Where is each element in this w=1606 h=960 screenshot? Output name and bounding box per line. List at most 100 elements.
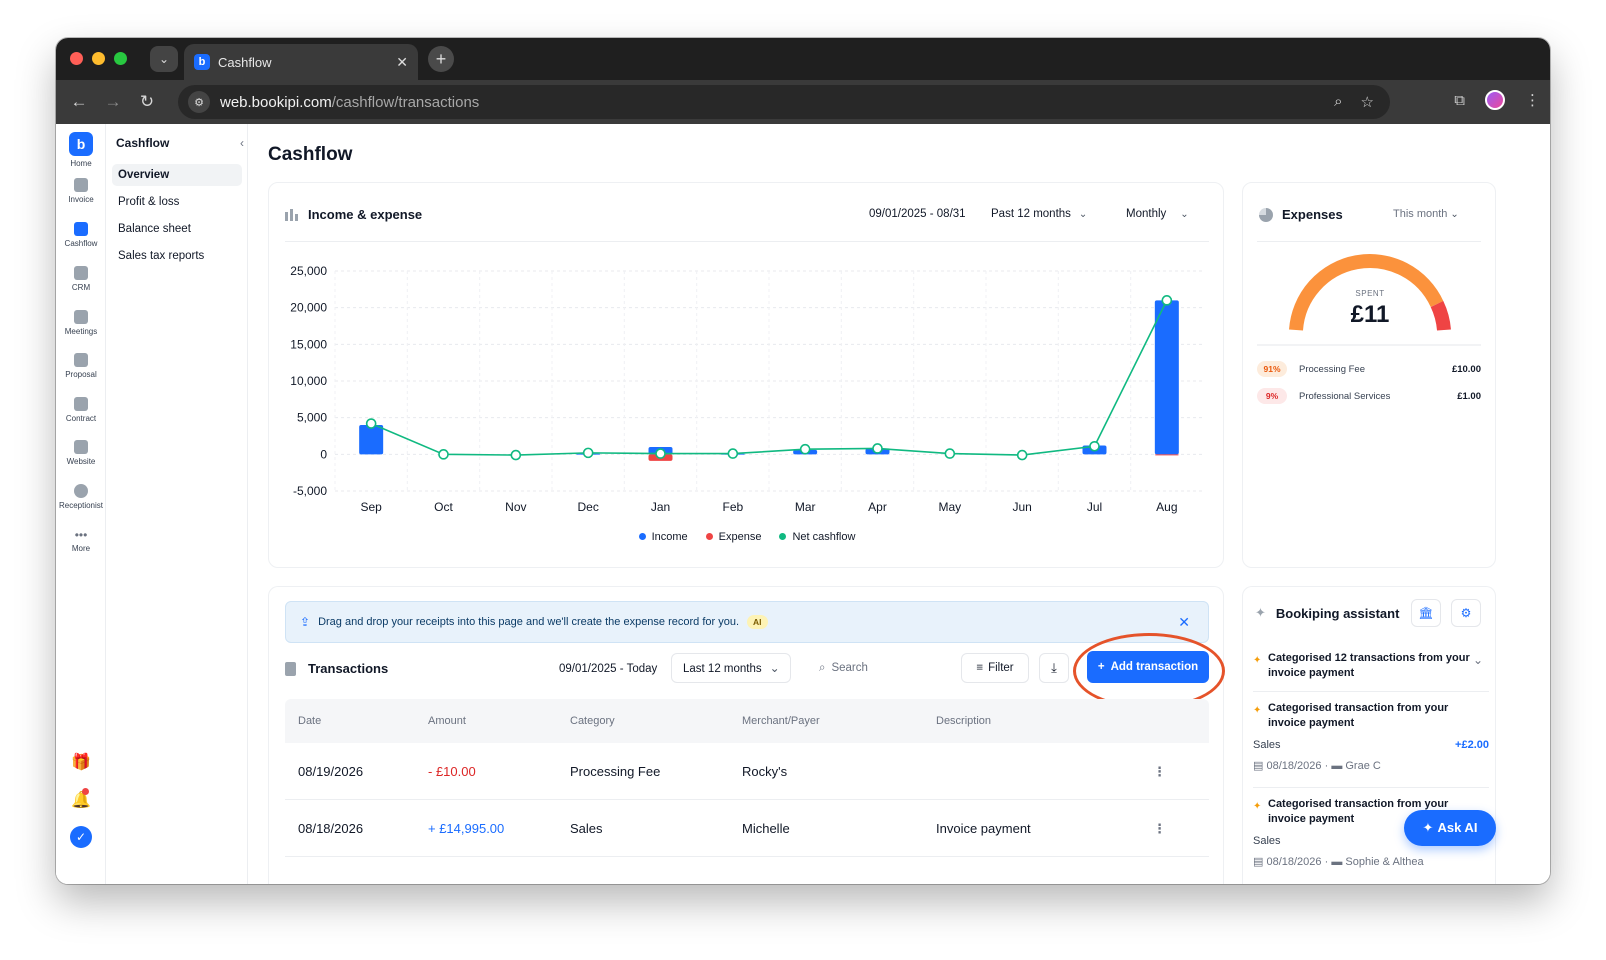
row-menu-icon[interactable]: ⋮ <box>1153 821 1166 836</box>
income-dot-icon <box>638 533 646 540</box>
subnav-item-sales-tax-reports[interactable]: Sales tax reports <box>118 250 205 262</box>
assistant-amount: +£2.00 <box>1455 739 1489 751</box>
bank-button[interactable]: 🏛 <box>1411 599 1441 627</box>
settings-button[interactable]: ⚙ <box>1451 599 1481 627</box>
rail-item-cashflow[interactable]: Cashflow <box>56 222 106 248</box>
forward-icon[interactable]: → <box>104 92 122 111</box>
gear-icon: ⚙ <box>1460 606 1472 620</box>
spent-label: SPENT <box>1355 289 1385 298</box>
gift-icon[interactable]: 🎁 <box>71 754 91 771</box>
expense-percent-badge: 91% <box>1257 361 1287 377</box>
download-button[interactable]: ⤓ <box>1039 653 1069 683</box>
subnav-item-balance-sheet[interactable]: Balance sheet <box>118 223 191 235</box>
income-expense-chart: 25,000 20,000 15,000 10,000 5,000 0 -5,000 Sep… <box>290 264 1203 514</box>
legend-income[interactable]: Income <box>638 531 688 543</box>
assistant-item[interactable]: ✦ Categorised 12 transactions from your i… <box>1253 652 1483 679</box>
notifications-bell[interactable]: 🔔 <box>56 788 106 810</box>
table-row[interactable]: 08/18/2026 + £14,995.00 Sales Michelle I… <box>285 800 1209 857</box>
expense-row[interactable]: 91% Processing Fee £10.00 <box>1257 361 1481 377</box>
transactions-period-dropdown[interactable]: Last 12 months ⌄ <box>671 653 791 683</box>
zoom-icon[interactable]: ⌕ <box>1334 93 1343 110</box>
row-amount: + £14,995.00 <box>428 821 505 836</box>
calendar-icon: ▤ <box>1253 856 1264 868</box>
expenses-period-dropdown[interactable]: This month ⌄ <box>1393 208 1459 220</box>
column-date[interactable]: Date <box>298 715 322 727</box>
browser-tab[interactable]: b Cashflow ✕ <box>184 44 418 80</box>
assistant-client: Grae C <box>1345 760 1381 772</box>
close-icon[interactable]: ✕ <box>1178 614 1190 630</box>
rail-item-meetings[interactable]: Meetings <box>56 310 106 336</box>
sparkle-icon: ✦ <box>1253 655 1262 666</box>
net-cashflow-point <box>582 447 594 459</box>
extensions-icon[interactable]: ⧉ <box>1454 91 1465 109</box>
close-window-button[interactable] <box>70 52 83 65</box>
x-tick-label: Jul <box>1087 500 1102 514</box>
site-settings-icon[interactable]: ⚙ <box>188 91 210 113</box>
headset-icon <box>74 484 88 498</box>
row-menu-icon[interactable]: ⋮ <box>1153 764 1166 779</box>
filter-button[interactable]: ≡ Filter <box>961 653 1029 683</box>
address-bar[interactable]: ⚙ web.bookipi.com/cashflow/transactions … <box>178 85 1390 119</box>
search-input[interactable]: ⌕ Search <box>805 653 945 683</box>
collapse-chevron-icon[interactable]: ‹ <box>240 136 244 150</box>
proposal-icon <box>74 353 88 367</box>
assistant-item[interactable]: ✦ Categorised transaction from your invoi… <box>1253 798 1449 868</box>
x-tick-label: Aug <box>1156 500 1177 514</box>
sparkle-icon: ✦ <box>1422 820 1434 835</box>
rail-item-more[interactable]: ••• More <box>56 528 106 553</box>
crm-icon <box>74 266 88 280</box>
client-icon: ▬ <box>1331 856 1343 868</box>
tab-search-button[interactable]: ⌄ <box>150 46 178 72</box>
x-tick-label: Oct <box>434 500 453 514</box>
check-account-icon: ✓ <box>70 826 92 848</box>
table-row[interactable]: 08/19/2026 - £10.00 Processing Fee Rocky… <box>285 743 1209 800</box>
subnav-item-overview[interactable]: Overview <box>112 164 242 186</box>
ask-ai-button[interactable]: ✦ Ask AI <box>1404 810 1496 846</box>
rail-item-receptionist[interactable]: Receptionist <box>56 484 106 510</box>
bookmark-star-icon[interactable]: ☆ <box>1360 94 1374 111</box>
column-description[interactable]: Description <box>936 715 992 727</box>
subnav-item-profit-loss[interactable]: Profit & loss <box>118 196 180 208</box>
net-cashflow-point <box>727 448 739 459</box>
rail-item-invoice[interactable]: Invoice <box>56 178 106 204</box>
chevron-down-icon: ⌄ <box>1450 209 1459 220</box>
sparkle-icon: ✦ <box>1253 705 1262 716</box>
close-tab-icon[interactable]: ✕ <box>396 53 408 70</box>
expense-row[interactable]: 9% Professional Services £1.00 <box>1257 388 1481 404</box>
account-menu[interactable]: ✓ <box>56 826 106 848</box>
website-icon <box>74 440 88 454</box>
chevron-down-icon[interactable]: ⌄ <box>1472 653 1483 667</box>
frequency-dropdown[interactable]: Monthly ⌄ <box>1126 208 1189 220</box>
bank-icon: 🏛 <box>1418 606 1434 620</box>
row-date: 08/19/2026 <box>298 764 364 779</box>
new-tab-button[interactable]: + <box>428 46 454 72</box>
rail-item-crm[interactable]: CRM <box>56 266 106 292</box>
row-description: Invoice payment <box>936 821 1031 836</box>
assistant-item[interactable]: ✦ Categorised transaction from your invoi… <box>1253 702 1489 772</box>
period-dropdown[interactable]: Past 12 months ⌄ <box>991 208 1088 220</box>
assistant-client: Sophie & Althea <box>1345 856 1424 868</box>
back-icon[interactable]: ← <box>70 92 88 111</box>
column-category[interactable]: Category <box>570 715 615 727</box>
bookipi-logo-icon: b <box>69 132 93 156</box>
rail-item-home[interactable]: b Home <box>56 132 106 168</box>
maximize-window-button[interactable] <box>114 52 127 65</box>
legend-expense[interactable]: Expense <box>705 531 761 543</box>
expense-amount: £10.00 <box>1451 363 1481 375</box>
assistant-category: Sales <box>1253 739 1281 751</box>
banner-text: Drag and drop your receipts into this pa… <box>318 616 740 628</box>
legend-net-cashflow[interactable]: Net cashflow <box>779 531 855 543</box>
profile-avatar[interactable] <box>1485 90 1505 110</box>
column-merchant[interactable]: Merchant/Payer <box>742 715 820 727</box>
net-cashflow-point <box>799 443 811 455</box>
minimize-window-button[interactable] <box>92 52 105 65</box>
rail-item-contract[interactable]: Contract <box>56 397 106 423</box>
rail-item-website[interactable]: Website <box>56 440 106 466</box>
bell-icon: 🔔 <box>71 792 91 809</box>
reload-icon[interactable]: ↻ <box>139 92 155 111</box>
transactions-card: ⇪ Drag and drop your receipts into this … <box>268 586 1225 884</box>
row-merchant: Rocky's <box>742 764 788 779</box>
rail-item-proposal[interactable]: Proposal <box>56 353 106 379</box>
column-amount[interactable]: Amount <box>428 715 466 727</box>
browser-menu-icon[interactable]: ⋮ <box>1525 92 1540 109</box>
